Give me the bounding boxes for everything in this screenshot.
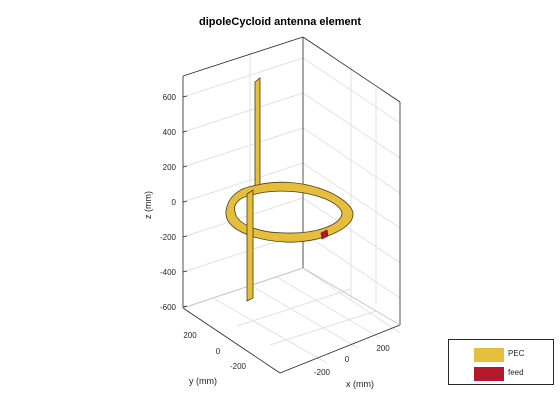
x-tick-label: -200: [314, 368, 331, 377]
x-axis-label: x (mm): [346, 379, 374, 389]
back-grid: [182, 52, 401, 364]
x-axis: -200 0 200 x (mm): [314, 344, 390, 389]
figure-title: dipoleCycloid antenna element: [199, 16, 361, 28]
feed-swatch: [474, 367, 504, 381]
y-axis: 200 0 -200 y (mm): [183, 331, 246, 386]
cycloid-loop: [225, 181, 354, 243]
y-axis-label: y (mm): [189, 376, 217, 386]
z-tick-label: -600: [160, 303, 177, 312]
lower-dipole-arm: [246, 189, 254, 302]
feed-point: [320, 229, 329, 240]
antenna-geometry: [225, 77, 354, 302]
y-tick-label: -200: [230, 362, 247, 371]
z-axis: 600 400 200 0 -200 -400 -600 z (mm): [143, 93, 188, 312]
y-tick-label: 0: [216, 347, 221, 356]
z-tick-label: -200: [160, 233, 177, 242]
z-tick-label: 600: [163, 93, 177, 102]
legend-label: PEC: [508, 349, 525, 358]
upper-dipole-arm: [254, 77, 261, 194]
z-tick-label: 200: [163, 163, 177, 172]
axes-box: [182, 36, 401, 374]
pec-swatch: [474, 348, 504, 362]
x-tick-label: 0: [345, 355, 350, 364]
x-tick-label: 200: [376, 344, 390, 353]
legend-label: feed: [508, 368, 524, 377]
legend: PEC feed: [448, 339, 554, 385]
z-tick-label: -400: [160, 268, 177, 277]
z-tick-label: 400: [163, 128, 177, 137]
z-tick-label: 0: [172, 198, 177, 207]
z-axis-label: z (mm): [143, 191, 153, 219]
y-tick-label: 200: [183, 331, 197, 340]
